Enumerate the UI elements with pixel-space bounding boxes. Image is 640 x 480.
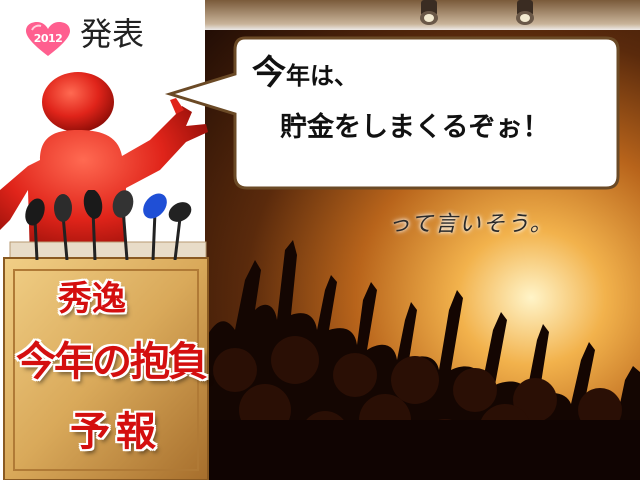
podium-title-line1: 秀逸 xyxy=(58,279,126,319)
bubble-text-initial: 今 xyxy=(252,53,286,93)
heart-icon xyxy=(26,22,70,56)
bubble-text-line2: 貯金をしまくるぞぉ！ xyxy=(280,112,550,143)
speaker-figure xyxy=(0,72,208,260)
speech-bubble xyxy=(164,36,620,190)
podium xyxy=(3,241,209,480)
spotlight-icon xyxy=(516,0,534,25)
crowd-silhouette xyxy=(205,240,640,480)
badge-year: 2012 xyxy=(33,32,63,45)
bubble-text-rest: 年は、 xyxy=(286,61,358,90)
spotlight-icon xyxy=(420,0,438,25)
aside-caption: って言いそう。 xyxy=(388,212,554,237)
podium-title-line2: 今年の抱負 xyxy=(16,338,208,385)
microphones xyxy=(25,190,192,260)
bubble-text-line1: 今年は、 xyxy=(252,56,358,90)
page-title: 発表 xyxy=(80,15,145,53)
podium-title-line3: 予報 xyxy=(70,408,162,455)
